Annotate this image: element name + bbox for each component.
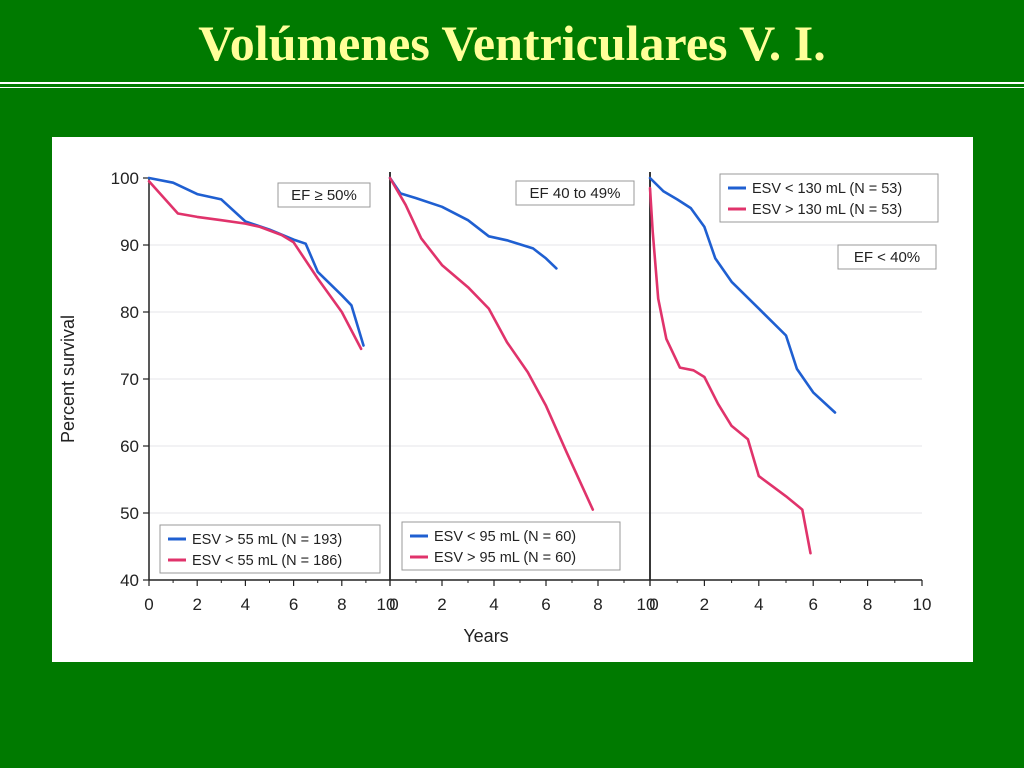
- y-tick-label: 80: [120, 303, 139, 322]
- x-tick-label: 6: [541, 595, 550, 614]
- panel-label: EF < 40%: [854, 249, 920, 266]
- legend-entry: ESV < 95 mL (N = 60): [434, 529, 576, 545]
- series-line-red: [147, 179, 363, 351]
- y-tick-label: 40: [120, 571, 139, 590]
- x-tick-label: 8: [337, 595, 346, 614]
- title-divider: [0, 82, 1024, 84]
- legend-box: [401, 521, 621, 571]
- x-tick-label: 10: [913, 595, 932, 614]
- series-line-blue: [388, 176, 558, 270]
- y-axis-label: Percent survival: [58, 315, 78, 443]
- panel-label: EF 40 to 49%: [530, 185, 621, 202]
- x-tick-label: 4: [754, 595, 763, 614]
- x-tick-label: 4: [489, 595, 498, 614]
- panel-label-box: [837, 244, 937, 270]
- legend-box: [159, 524, 381, 574]
- legend-entry: ESV < 55 mL (N = 186): [192, 553, 342, 569]
- panel-label-box: [515, 180, 635, 206]
- x-tick-label: 10: [377, 595, 396, 614]
- x-tick-label: 0: [144, 595, 153, 614]
- legend-entry: ESV > 130 mL (N = 53): [752, 202, 902, 218]
- x-tick-label: 8: [593, 595, 602, 614]
- y-tick-label: 90: [120, 236, 139, 255]
- panel-label: EF ≥ 50%: [291, 187, 357, 204]
- series-line-blue: [648, 176, 837, 414]
- legend-box: [719, 173, 939, 223]
- panel-label-box: [277, 182, 371, 208]
- x-tick-label: 4: [241, 595, 250, 614]
- x-tick-label: 10: [637, 595, 656, 614]
- legend-entry: ESV > 55 mL (N = 193): [192, 532, 342, 548]
- x-tick-label: 0: [649, 595, 658, 614]
- x-tick-label: 6: [289, 595, 298, 614]
- survival-chart-figure: 40 50 60 70 80 90 100 Percent survival Years 0 2 4 6…: [52, 137, 973, 662]
- series-line-red: [648, 186, 812, 555]
- y-tick-label: 70: [120, 370, 139, 389]
- x-tick-label: 0: [389, 595, 398, 614]
- x-tick-label: 2: [700, 595, 709, 614]
- x-tick-label: 8: [863, 595, 872, 614]
- legend-entry: ESV < 130 mL (N = 53): [752, 181, 902, 197]
- title-divider-thin: [0, 87, 1024, 88]
- y-tick-label: 60: [120, 437, 139, 456]
- x-tick-label: 6: [808, 595, 817, 614]
- x-tick-label: 2: [192, 595, 201, 614]
- legend-entry: ESV > 95 mL (N = 60): [434, 550, 576, 566]
- series-line-red: [388, 176, 595, 511]
- slide-title: Volúmenes Ventriculares V. I.: [198, 15, 826, 71]
- x-tick-label: 2: [437, 595, 446, 614]
- y-tick-label: 50: [120, 504, 139, 523]
- x-axis-label: Years: [463, 626, 508, 646]
- y-tick-label: 100: [111, 169, 139, 188]
